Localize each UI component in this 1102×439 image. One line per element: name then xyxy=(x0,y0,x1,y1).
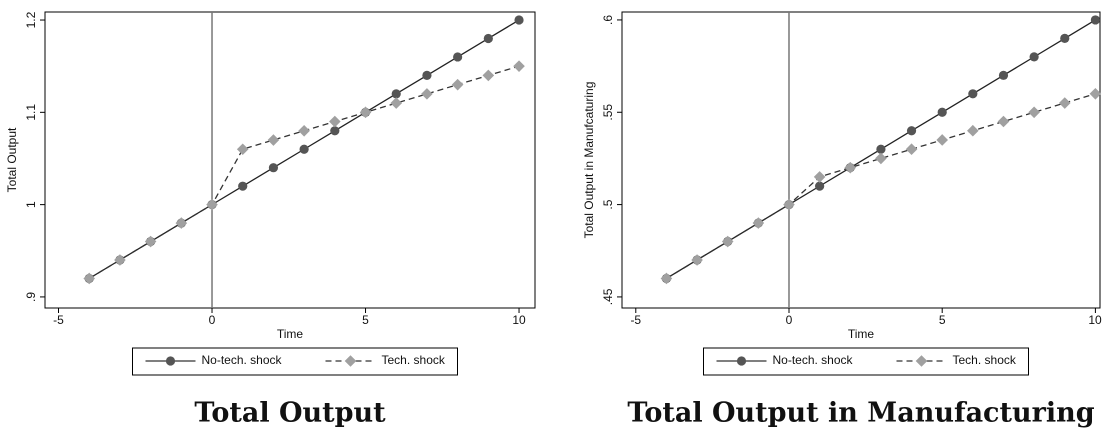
legend-marker xyxy=(736,356,747,366)
marker xyxy=(114,254,126,266)
marker xyxy=(967,124,979,137)
y-tick-label: .9 xyxy=(24,292,38,302)
x-tick-label: 5 xyxy=(362,313,369,327)
marker xyxy=(299,144,309,154)
y-tick-label: 1 xyxy=(24,201,38,208)
marker xyxy=(514,15,524,25)
marker xyxy=(936,134,948,146)
plot-frame xyxy=(44,11,536,309)
legend-label: Tech. shock xyxy=(953,353,1017,367)
series-line xyxy=(666,93,1096,280)
marker xyxy=(175,217,188,229)
marker xyxy=(783,198,795,211)
marker xyxy=(1090,15,1101,25)
marker xyxy=(206,198,218,211)
y-tick-label: .55 xyxy=(601,104,615,121)
marker xyxy=(483,33,493,44)
x-axis-label: Time xyxy=(848,327,875,341)
legend-label: No-tech. shock xyxy=(202,353,283,367)
chart-title: Total Output xyxy=(194,398,386,429)
marker xyxy=(937,107,947,117)
y-tick-label: 1.2 xyxy=(24,11,38,28)
marker xyxy=(844,161,857,174)
legend-marker xyxy=(344,355,357,367)
marker xyxy=(1060,33,1070,44)
marker xyxy=(391,89,401,99)
marker xyxy=(876,144,886,154)
marker xyxy=(1058,97,1071,109)
marker xyxy=(968,89,978,99)
marker xyxy=(906,126,917,136)
marker xyxy=(691,254,703,266)
x-tick-label: -5 xyxy=(630,313,641,327)
legend-label: No-tech. shock xyxy=(773,353,854,367)
x-tick-label: 0 xyxy=(209,313,216,327)
y-axis-label: Total Output in Manufcaturing xyxy=(582,82,596,239)
y-tick-label: .6 xyxy=(601,15,615,25)
y-axis-label: Total Output xyxy=(5,127,19,192)
marker xyxy=(875,152,887,165)
marker xyxy=(752,217,765,229)
marker xyxy=(482,69,495,82)
marker xyxy=(83,272,96,285)
legend-marker xyxy=(165,356,176,366)
marker xyxy=(660,272,673,285)
y-tick-label: 1.1 xyxy=(24,104,38,121)
chart: .9 1 1.1 1.2 -5 0 5 10 Time Total Output No-tech. … xyxy=(5,11,536,429)
marker xyxy=(997,115,1010,128)
marker xyxy=(421,88,433,100)
chart-title: Total Output in Manufacturing xyxy=(627,398,1094,429)
marker xyxy=(513,60,525,72)
x-tick-label: 10 xyxy=(1088,313,1102,327)
x-tick-label: 0 xyxy=(786,313,793,327)
marker xyxy=(998,70,1009,80)
legend-label: Tech. shock xyxy=(382,353,446,367)
marker xyxy=(451,78,464,91)
marker xyxy=(422,70,432,81)
marker xyxy=(329,115,341,128)
marker xyxy=(1089,88,1102,100)
x-axis-label: Time xyxy=(277,327,304,341)
marker xyxy=(144,235,157,248)
marker xyxy=(815,181,825,191)
marker xyxy=(268,163,279,173)
marker xyxy=(238,181,248,191)
x-tick-label: -5 xyxy=(53,313,64,327)
plot-frame xyxy=(621,11,1101,309)
marker xyxy=(267,134,280,146)
series-line xyxy=(88,65,520,280)
marker xyxy=(1028,106,1040,119)
marker xyxy=(813,171,826,183)
y-tick-label: .5 xyxy=(601,199,615,209)
marker xyxy=(453,52,463,62)
x-tick-label: 5 xyxy=(939,313,946,327)
x-tick-label: 10 xyxy=(512,313,526,327)
marker xyxy=(236,143,249,156)
legend-marker xyxy=(915,355,928,367)
chart: .45 .5 .55 .6 -5 0 5 10 Time Total Output in Manu… xyxy=(582,11,1102,429)
marker xyxy=(1029,52,1039,62)
marker xyxy=(298,124,310,137)
marker xyxy=(330,126,340,136)
marker xyxy=(905,143,918,155)
marker xyxy=(721,235,734,248)
y-tick-label: .45 xyxy=(601,288,615,305)
marker xyxy=(359,106,372,119)
marker xyxy=(390,97,403,109)
